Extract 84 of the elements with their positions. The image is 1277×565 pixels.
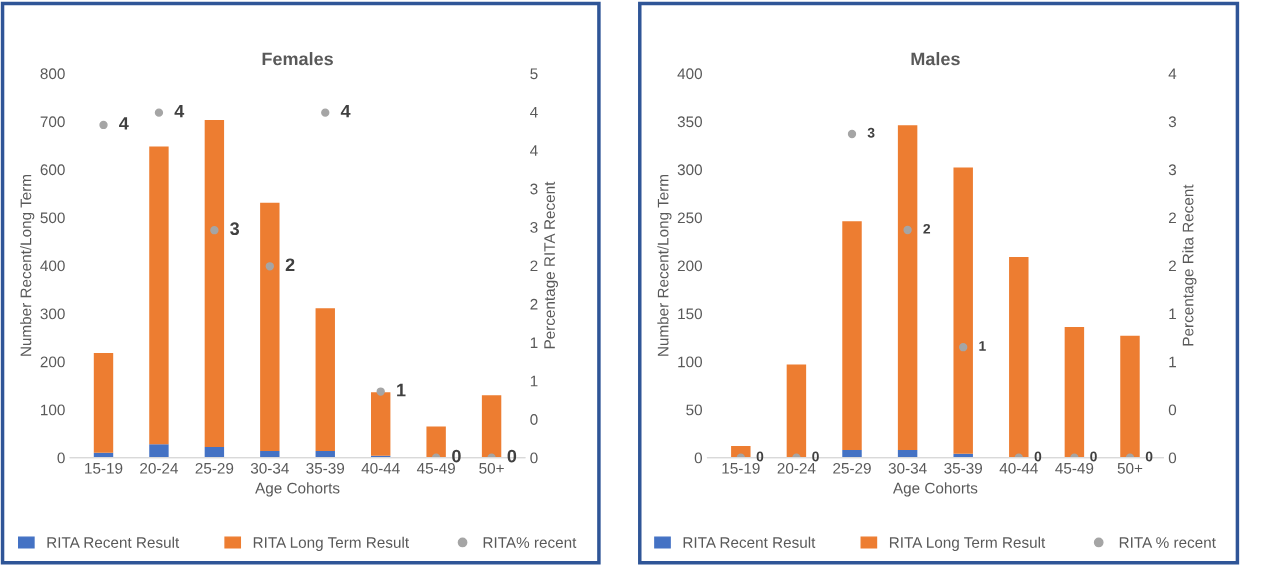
data-label: 0 bbox=[452, 449, 461, 463]
y-tick-label: 0 bbox=[57, 452, 65, 464]
y-tick-label: 400 bbox=[677, 68, 702, 80]
y-tick-label: 200 bbox=[40, 356, 65, 368]
y-tick-label: 600 bbox=[40, 164, 65, 176]
y-tick-label: 800 bbox=[40, 68, 65, 80]
y-tick-label: 50 bbox=[686, 404, 702, 416]
y2-tick-label: 2 bbox=[530, 298, 538, 310]
x-tick-label: 35-39 bbox=[944, 462, 983, 474]
y-tick-label: 350 bbox=[677, 116, 702, 128]
y-tick-label: 200 bbox=[677, 260, 702, 272]
y2-tick-label: 0 bbox=[530, 452, 538, 464]
x-tick-label: 40-44 bbox=[361, 462, 400, 474]
y2-tick-label: 1 bbox=[1169, 356, 1176, 368]
data-label: 0 bbox=[812, 451, 819, 462]
legend-label: RITA Long Term Result bbox=[889, 536, 1046, 551]
y2-tick-label: 1 bbox=[1169, 308, 1176, 320]
y-tick-label: 500 bbox=[40, 212, 65, 224]
y2-tick-label: 4 bbox=[1168, 68, 1177, 79]
data-label: 0 bbox=[756, 451, 764, 462]
y2-tick-label: 0 bbox=[530, 414, 538, 425]
y2-tick-label: 2 bbox=[1168, 212, 1176, 224]
chart-title: Females bbox=[262, 52, 333, 66]
x-tick-label: 45-49 bbox=[416, 462, 455, 474]
y-tick-label: 300 bbox=[40, 308, 65, 320]
y-tick-label: 700 bbox=[40, 116, 65, 128]
x-tick-label: 15-19 bbox=[722, 462, 760, 474]
y-tick-label: 150 bbox=[678, 308, 702, 320]
y2-tick-label: 3 bbox=[1168, 116, 1177, 128]
y-tick-label: 100 bbox=[678, 356, 702, 368]
x-tick-label: 50+ bbox=[1117, 462, 1143, 474]
x-tick-label: 45-49 bbox=[1055, 462, 1094, 474]
x-axis-title: Age Cohorts bbox=[892, 482, 978, 497]
y-tick-label: 250 bbox=[677, 212, 702, 224]
y2-tick-label: 2 bbox=[530, 260, 538, 272]
data-label: 3 bbox=[867, 127, 875, 138]
y-axis-title: Number Recent/Long Term bbox=[20, 174, 35, 356]
y2-axis-title: Percentage Rita Recent bbox=[1182, 184, 1197, 346]
data-label: 2 bbox=[285, 258, 295, 271]
data-label: 3 bbox=[230, 222, 240, 236]
data-label: 0 bbox=[507, 449, 517, 463]
y-tick-label: 400 bbox=[40, 260, 65, 272]
x-tick-label: 20-24 bbox=[777, 462, 816, 474]
y-tick-label: 300 bbox=[677, 164, 702, 176]
chart-title: Males bbox=[911, 52, 960, 66]
legend-label: RITA% recent bbox=[483, 537, 577, 548]
y2-tick-label: 2 bbox=[1168, 260, 1176, 272]
x-tick-label: 15-19 bbox=[85, 462, 123, 474]
y2-tick-label: 3 bbox=[530, 183, 538, 195]
y2-tick-label: 3 bbox=[1168, 164, 1177, 176]
legend-label: RITA Recent Result bbox=[683, 536, 816, 548]
x-tick-label: 30-34 bbox=[888, 462, 927, 474]
x-tick-label: 25-29 bbox=[833, 462, 871, 474]
data-label: 0 bbox=[1090, 451, 1097, 462]
data-label: 4 bbox=[340, 104, 351, 118]
y-axis-title: Number Recent/Long Term bbox=[657, 174, 672, 356]
y2-tick-label: 1 bbox=[530, 375, 538, 387]
data-label: 4 bbox=[119, 117, 129, 130]
x-tick-label: 20-24 bbox=[140, 462, 179, 474]
x-tick-label: 50+ bbox=[479, 462, 504, 474]
y2-tick-label: 5 bbox=[530, 68, 538, 80]
y2-tick-label: 4 bbox=[530, 106, 538, 118]
y2-tick-label: 4 bbox=[530, 145, 538, 156]
legend-label: RITA % recent bbox=[1119, 537, 1216, 548]
data-label: 1 bbox=[979, 341, 986, 351]
y2-tick-label: 3 bbox=[530, 222, 538, 233]
x-axis-title: Age Cohorts bbox=[255, 482, 340, 497]
data-label: 1 bbox=[397, 383, 406, 397]
legend-label: RITA Recent Result bbox=[47, 536, 180, 548]
y-tick-label: 100 bbox=[41, 404, 65, 416]
y2-tick-label: 0 bbox=[1168, 452, 1177, 464]
x-tick-label: 25-29 bbox=[195, 462, 234, 474]
y-tick-label: 0 bbox=[694, 452, 702, 464]
x-tick-label: 30-34 bbox=[250, 462, 289, 474]
legend-label: RITA Long Term Result bbox=[253, 536, 409, 551]
x-tick-label: 40-44 bbox=[999, 462, 1038, 474]
data-label: 0 bbox=[1034, 451, 1042, 462]
y2-axis-title: Percentage RITA Recent bbox=[544, 181, 558, 349]
y2-tick-label: 0 bbox=[1168, 404, 1177, 416]
data-label: 0 bbox=[1145, 451, 1153, 462]
y2-tick-label: 1 bbox=[530, 337, 538, 348]
data-label: 4 bbox=[174, 104, 185, 118]
x-tick-label: 35-39 bbox=[306, 462, 345, 474]
data-label: 2 bbox=[923, 223, 931, 234]
